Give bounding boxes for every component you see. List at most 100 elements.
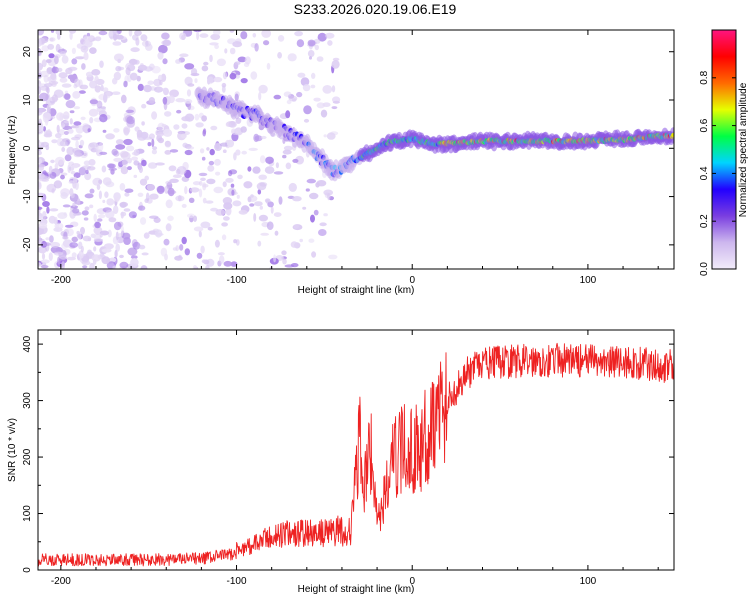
spectrogram-noise-blob [248, 147, 258, 151]
spectrogram-noise-blob [110, 168, 115, 175]
spectrogram-noise-blob [253, 213, 257, 222]
spectrogram-noise-blob [151, 138, 155, 148]
spectrogram-noise-blob [234, 93, 239, 102]
spectrogram-noise-blob [278, 196, 283, 205]
spectrogram-noise-blob [331, 60, 340, 69]
spectrogram-noise-blob [128, 211, 137, 219]
spectrogram-noise-blob [180, 133, 187, 139]
spectrogram-noise-blob [184, 63, 195, 70]
spectrogram-noise-blob [119, 254, 124, 259]
spectrogram-noise-blob [80, 226, 85, 235]
colorbar-tick-label: 0.4 [699, 166, 710, 180]
spectrogram-noise-blob [80, 245, 84, 253]
spectrogram-noise-blob [213, 76, 223, 83]
spectrogram-noise-blob [88, 142, 99, 148]
spectrogram-noise-blob [223, 216, 230, 221]
spectrogram-noise-blob [264, 198, 271, 203]
spectrogram-noise-blob [72, 91, 81, 99]
spectrogram-noise-blob [141, 103, 147, 109]
spectrogram-noise-blob [206, 178, 216, 185]
spectrogram-noise-blob [144, 175, 149, 181]
spectrogram-noise-blob [64, 90, 68, 94]
spectrogram-noise-blob [147, 80, 154, 85]
spectrogram-noise-blob [130, 47, 140, 53]
spectrogram-noise-blob [235, 149, 241, 156]
spectrogram-noise-blob [232, 41, 243, 48]
spectrogram-y-label: Frequency (Hz) [7, 116, 18, 185]
spectrogram-noise-blob [56, 124, 60, 133]
spectrogram-noise-blob [38, 238, 43, 245]
spectrogram-noise-blob [293, 224, 299, 229]
spectrogram-noise-blob [60, 120, 65, 126]
spectrogram-noise-blob [87, 237, 92, 242]
spectrogram-noise-blob [300, 77, 310, 87]
spectrogram-noise-blob [60, 192, 68, 199]
spectrogram-noise-blob [213, 186, 224, 194]
spectrogram-noise-blob [252, 33, 257, 38]
colorbar-tick-label: 0.0 [699, 262, 710, 276]
spectrogram-noise-blob [83, 152, 87, 157]
spectrogram-noise-blob [93, 238, 104, 242]
spectrogram-noise-blob [309, 192, 319, 200]
spectrogram-noise-blob [143, 232, 150, 239]
spectrogram-noise-blob [98, 179, 102, 184]
spectrogram-noise-blob [151, 111, 158, 120]
spectrogram-noise-blob [53, 180, 63, 189]
colorbar-tick-label: 0.6 [699, 118, 710, 132]
spectrogram-y-tick-label: 20 [22, 46, 33, 58]
spectrogram-noise-blob [299, 238, 304, 243]
spectrogram-noise-blob [121, 94, 127, 104]
spectrogram-noise-blob [130, 258, 139, 267]
spectrogram-noise-blob [184, 76, 193, 86]
spectrogram-noise-blob [68, 180, 75, 185]
spectrogram-noise-blob [181, 116, 191, 122]
spectrogram-noise-blob [134, 59, 140, 65]
spectrogram-noise-blob [205, 200, 214, 204]
spectrogram-noise-blob [273, 171, 284, 175]
spectrogram-noise-blob [89, 80, 98, 89]
spectrogram-noise-blob [115, 243, 120, 252]
spectrogram-noise-blob [39, 85, 49, 91]
spectrogram-noise-blob [83, 217, 89, 221]
spectrogram-noise-blob [132, 241, 141, 250]
spectrogram-noise-blob [114, 249, 118, 258]
spectrogram-noise-blob [281, 250, 287, 256]
spectrogram-noise-blob [230, 261, 238, 267]
spectrogram-noise-blob [84, 172, 92, 181]
spectrogram-noise-blob [51, 139, 58, 144]
spectrogram-noise-blob [164, 141, 172, 148]
spectrogram-noise-blob [71, 252, 77, 258]
spectrogram-noise-blob [123, 80, 128, 88]
spectrogram-noise-blob [181, 123, 188, 129]
spectrogram-noise-blob [99, 233, 103, 238]
snr-x-label: Height of straight line (km) [298, 584, 415, 595]
spectrogram-noise-blob [93, 246, 97, 252]
spectrogram-noise-blob [225, 177, 234, 183]
spectrogram-noise-blob [48, 252, 53, 261]
spectrogram-noise-blob [323, 134, 327, 138]
spectrogram-noise-blob [141, 121, 145, 126]
spectrogram-noise-blob [57, 256, 61, 265]
spectrogram-noise-blob [102, 199, 106, 204]
spectrogram-noise-blob [188, 197, 195, 203]
colorbar-ticks: 0.0 0.2 0.4 0.6 0.8 [699, 70, 736, 276]
spectrogram-noise-blob [81, 165, 92, 170]
spectrogram-noise-blob [265, 156, 274, 164]
spectrogram-noise-blob [99, 114, 108, 123]
spectrogram-noise-blob [249, 203, 255, 207]
spectrogram-noise-blob [223, 202, 233, 210]
spectrogram-noise-blob [250, 194, 254, 198]
spectrogram-noise-blob [309, 56, 312, 60]
spectrogram-noise-blob [277, 52, 282, 59]
spectrogram-noise-blob [222, 71, 228, 80]
spectrogram-marks [38, 30, 674, 269]
spectrogram-noise-blob [179, 53, 189, 58]
spectrogram-noise-blob [48, 53, 55, 59]
spectrogram-noise-blob [38, 222, 48, 229]
spectrogram-noise-blob [178, 254, 182, 259]
spectrogram-noise-blob [176, 109, 182, 114]
spectrogram-noise-blob [54, 55, 59, 65]
spectrogram-noise-blob [264, 166, 275, 174]
spectrogram-noise-blob [82, 123, 89, 130]
